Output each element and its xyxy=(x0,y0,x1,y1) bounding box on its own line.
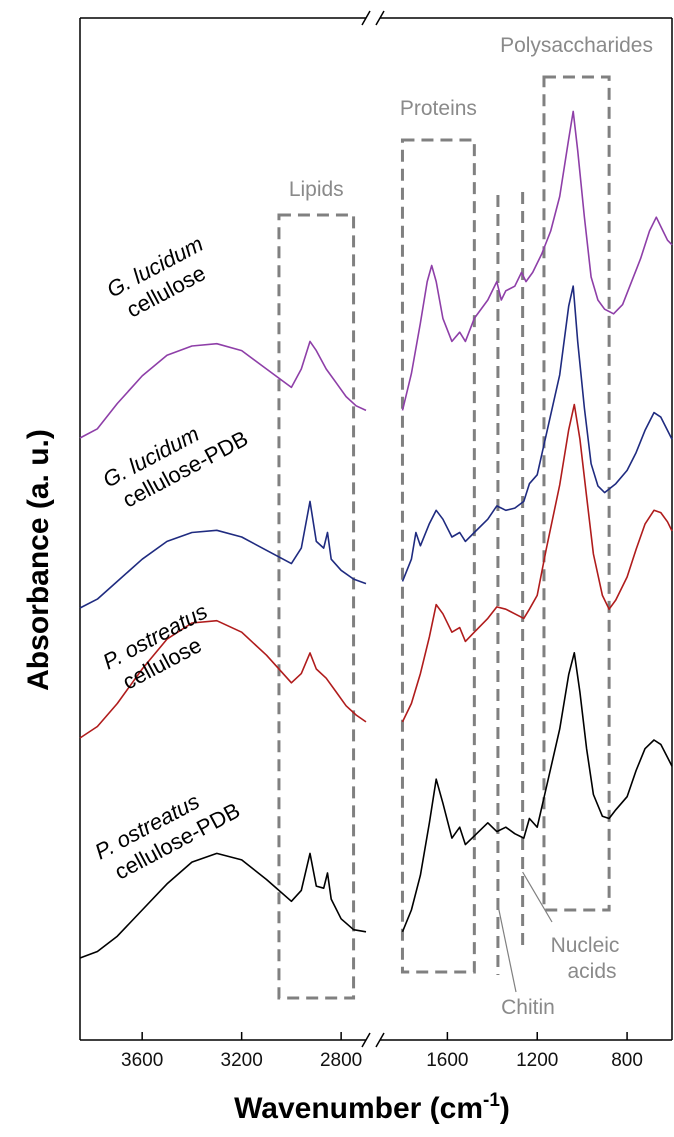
chitin-leader-line xyxy=(497,904,517,993)
series-3-trace-low-wavenumber xyxy=(401,110,673,411)
x-tick-label-3600: 3600 xyxy=(121,1050,163,1071)
region-label-chitin: Chitin xyxy=(501,996,555,1019)
spectra-series xyxy=(79,110,673,959)
series-0-trace-high-wavenumber xyxy=(79,852,367,959)
series-0-trace-low-wavenumber xyxy=(401,651,673,933)
region-box-proteins xyxy=(400,138,476,974)
x-tick-label-2800: 2800 xyxy=(320,1050,362,1071)
region-label-proteins: Proteins xyxy=(400,97,477,120)
series-1-trace-low-wavenumber xyxy=(401,403,673,723)
x-tick-label-1200: 1200 xyxy=(516,1050,558,1071)
series-2-trace-low-wavenumber xyxy=(401,285,673,582)
x-tick-label-1600: 1600 xyxy=(426,1050,468,1071)
series-3-trace-high-wavenumber xyxy=(79,340,367,439)
region-label-lipids: Lipids xyxy=(289,178,344,201)
nucleic-acids-leader-line xyxy=(522,871,553,923)
x-tick-label-3200: 3200 xyxy=(221,1050,263,1071)
x-tick-label-800: 800 xyxy=(611,1050,643,1071)
series-2-trace-high-wavenumber xyxy=(79,500,367,609)
series-1-trace-high-wavenumber xyxy=(79,619,367,739)
axis-break-bottom xyxy=(361,1032,385,1048)
region-label-nucleic-acids: Nucleic acids xyxy=(551,934,620,983)
axis-break-top xyxy=(361,10,385,26)
region-box-lipids xyxy=(277,213,356,1000)
region-box-polysaccharides xyxy=(542,75,611,912)
y-axis-title: Absorbance (a. u.) xyxy=(22,429,55,691)
x-axis-title: Wavenumber (cm-1) xyxy=(234,1090,510,1125)
region-label-polysaccharides: Polysaccharides xyxy=(500,34,653,57)
spectral-regions: Lipids Proteins Chitin Nucleic acids Polysacc… xyxy=(277,34,653,1019)
x-axis-ticks: 3600 3200 2800 1600 1200 800 xyxy=(121,1032,643,1071)
